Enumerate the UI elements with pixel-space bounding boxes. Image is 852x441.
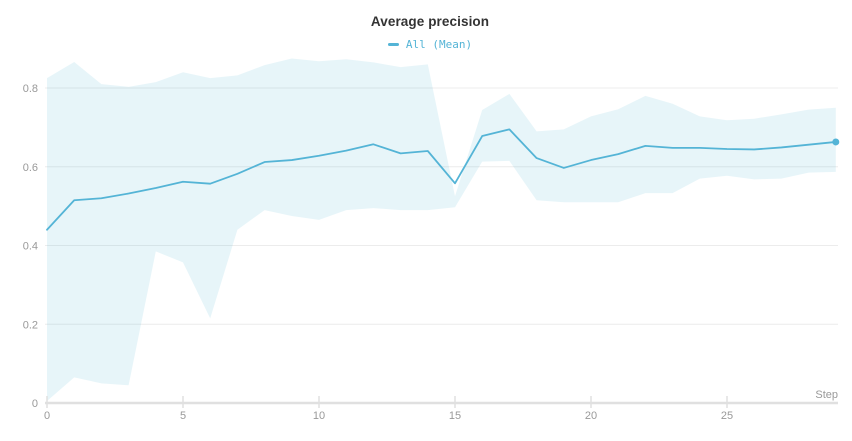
x-tick-label: 25: [721, 410, 733, 422]
confidence-band: [47, 58, 836, 402]
legend-label: All (Mean): [405, 37, 473, 51]
legend-line-swatch-icon: [387, 43, 399, 46]
legend-item-all-mean[interactable]: All (Mean): [387, 37, 473, 52]
x-tick-label: 20: [585, 410, 597, 422]
chart-title: Average precision: [370, 14, 490, 29]
y-tick-label: 0.4: [23, 241, 38, 253]
x-tick-label: 0: [44, 410, 50, 422]
x-tick-label: 5: [180, 410, 186, 422]
step-axis-label: Step: [815, 389, 838, 401]
chart-legend: All (Mean): [0, 35, 852, 52]
mean-line: [46, 128, 837, 231]
y-tick-label: 0.6: [23, 162, 38, 174]
y-tick-label: 0.8: [23, 83, 38, 95]
y-tick-label: 0.2: [23, 319, 38, 331]
x-tick-label: 10: [313, 410, 325, 422]
x-tick-label: 15: [449, 410, 461, 422]
y-tick-label: 0: [32, 398, 38, 410]
last-point-marker: [832, 138, 840, 146]
